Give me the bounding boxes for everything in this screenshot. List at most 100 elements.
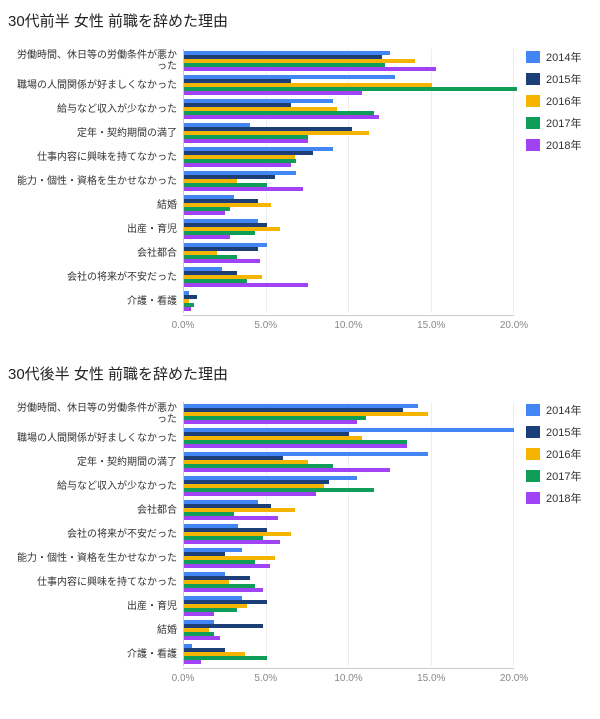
- legend-swatch: [526, 448, 540, 460]
- legend-label: 2014年: [546, 49, 581, 65]
- x-axis-ticks: 0.0%5.0%10.0%15.0%20.0%: [183, 668, 514, 686]
- bar-group: [184, 498, 514, 522]
- bars-container: [184, 49, 514, 313]
- x-axis-tick-label: 20.0%: [500, 673, 528, 684]
- x-axis-spacer: [8, 315, 183, 333]
- bar-group: [184, 402, 514, 426]
- x-axis-tick-label: 15.0%: [417, 673, 445, 684]
- y-axis-label: 仕事内容に興味を持てなかった: [8, 570, 183, 594]
- bar: [184, 187, 303, 191]
- legend-item: 2018年: [526, 137, 592, 153]
- chart-title: 30代前半 女性 前職を辞めた理由: [8, 10, 592, 31]
- y-axis-labels: 労働時間、休日等の労働条件が悪かった職場の人間関係が好ましくなかった給与など収入…: [8, 49, 183, 313]
- plot-area: [183, 402, 514, 666]
- legend-item: 2016年: [526, 93, 592, 109]
- legend: 2014年 2015年 2016年 2017年 2018年: [514, 402, 592, 512]
- bar: [184, 516, 278, 520]
- legend-label: 2014年: [546, 402, 581, 418]
- legend-swatch: [526, 117, 540, 129]
- x-axis-tick-label: 10.0%: [334, 320, 362, 331]
- legend-item: 2015年: [526, 71, 592, 87]
- legend-label: 2015年: [546, 71, 581, 87]
- legend-label: 2018年: [546, 137, 581, 153]
- legend-item: 2018年: [526, 490, 592, 506]
- bar: [184, 115, 379, 119]
- y-axis-label: 労働時間、休日等の労働条件が悪かった: [8, 49, 183, 73]
- bar: [184, 660, 201, 664]
- bar-group: [184, 594, 514, 618]
- y-axis-label: 能力・個性・資格を生かせなかった: [8, 546, 183, 570]
- bar-group: [184, 145, 514, 169]
- bar-group: [184, 241, 514, 265]
- bars-container: [184, 402, 514, 666]
- legend-swatch: [526, 470, 540, 482]
- x-axis-tick-label: 5.0%: [254, 320, 277, 331]
- y-axis-labels: 労働時間、休日等の労働条件が悪かった職場の人間関係が好ましくなかった定年・契約期…: [8, 402, 183, 666]
- legend-item: 2016年: [526, 446, 592, 462]
- legend-item: 2015年: [526, 424, 592, 440]
- bar: [184, 283, 308, 287]
- y-axis-label: 結婚: [8, 193, 183, 217]
- bar: [184, 468, 390, 472]
- legend-label: 2016年: [546, 446, 581, 462]
- legend-item: 2014年: [526, 49, 592, 65]
- x-axis-tick-label: 10.0%: [334, 673, 362, 684]
- bar: [184, 444, 407, 448]
- x-axis: 0.0%5.0%10.0%15.0%20.0%: [8, 668, 592, 686]
- bar-group: [184, 217, 514, 241]
- legend-label: 2016年: [546, 93, 581, 109]
- y-axis-label: 結婚: [8, 618, 183, 642]
- bar: [184, 139, 308, 143]
- y-axis-label: 給与など収入が少なかった: [8, 97, 183, 121]
- bar-group: [184, 49, 514, 73]
- y-axis-label: 仕事内容に興味を持てなかった: [8, 145, 183, 169]
- bar: [184, 588, 263, 592]
- bar-group: [184, 618, 514, 642]
- x-axis-tick-label: 0.0%: [172, 320, 195, 331]
- chart-row: 労働時間、休日等の労働条件が悪かった職場の人間関係が好ましくなかった定年・契約期…: [8, 402, 592, 666]
- legend-label: 2018年: [546, 490, 581, 506]
- x-axis: 0.0%5.0%10.0%15.0%20.0%: [8, 315, 592, 333]
- bar-group: [184, 522, 514, 546]
- bar: [184, 235, 230, 239]
- bar: [184, 636, 220, 640]
- legend-label: 2017年: [546, 468, 581, 484]
- bar-group: [184, 289, 514, 313]
- legend-item: 2017年: [526, 115, 592, 131]
- bar: [184, 420, 357, 424]
- y-axis-label: 出産・育児: [8, 594, 183, 618]
- legend-swatch: [526, 426, 540, 438]
- bar-group: [184, 97, 514, 121]
- bar: [184, 211, 225, 215]
- bar: [184, 163, 291, 167]
- bar-group: [184, 570, 514, 594]
- legend-swatch: [526, 139, 540, 151]
- bar-group: [184, 121, 514, 145]
- bar-group: [184, 73, 514, 97]
- y-axis-label: 会社都合: [8, 241, 183, 265]
- y-axis-label: 会社都合: [8, 498, 183, 522]
- y-axis-label: 職場の人間関係が好ましくなかった: [8, 426, 183, 450]
- bar: [184, 612, 214, 616]
- bar: [184, 307, 191, 311]
- bar: [184, 91, 362, 95]
- x-axis-tick-label: 0.0%: [172, 673, 195, 684]
- legend-swatch: [526, 404, 540, 416]
- x-axis-tick-label: 20.0%: [500, 320, 528, 331]
- legend-label: 2017年: [546, 115, 581, 131]
- chart-row: 労働時間、休日等の労働条件が悪かった職場の人間関係が好ましくなかった給与など収入…: [8, 49, 592, 313]
- bar-group: [184, 474, 514, 498]
- bar-group: [184, 426, 514, 450]
- legend-item: 2014年: [526, 402, 592, 418]
- y-axis-label: 介護・看護: [8, 289, 183, 313]
- plot-area: [183, 49, 514, 313]
- legend-label: 2015年: [546, 424, 581, 440]
- y-axis-label: 能力・個性・資格を生かせなかった: [8, 169, 183, 193]
- bar-group: [184, 546, 514, 570]
- chart-block-0: 30代前半 女性 前職を辞めた理由労働時間、休日等の労働条件が悪かった職場の人間…: [0, 0, 600, 353]
- chart-body: 労働時間、休日等の労働条件が悪かった職場の人間関係が好ましくなかった定年・契約期…: [8, 402, 514, 666]
- legend-swatch: [526, 492, 540, 504]
- chart-block-1: 30代後半 女性 前職を辞めた理由労働時間、休日等の労働条件が悪かった職場の人間…: [0, 353, 600, 706]
- bar-group: [184, 450, 514, 474]
- y-axis-label: 介護・看護: [8, 642, 183, 666]
